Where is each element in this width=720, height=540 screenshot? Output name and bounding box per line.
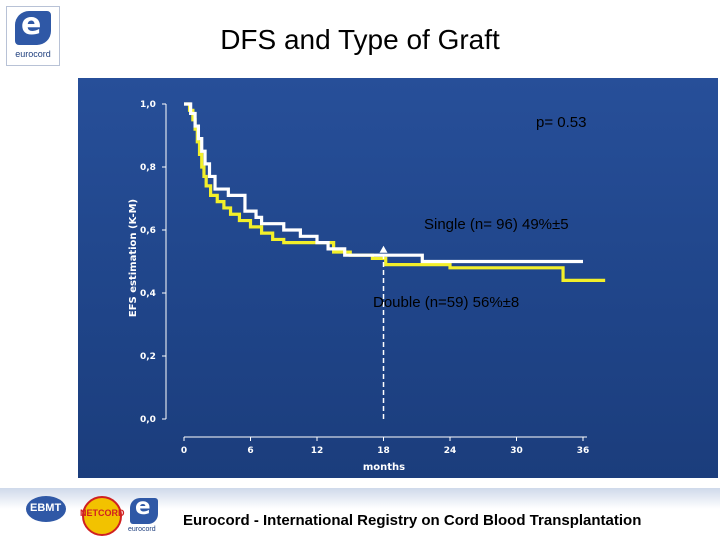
y-tick-label: 0,4 xyxy=(140,289,156,299)
chart-background xyxy=(78,78,718,478)
x-tick-label: 36 xyxy=(577,446,590,456)
series-single-line xyxy=(184,102,606,282)
footer-text: Eurocord - International Registry on Cor… xyxy=(183,512,642,529)
ebmt-logo-icon xyxy=(26,496,66,522)
y-tick-label: 0,8 xyxy=(140,163,156,173)
x-tick-label: 0 xyxy=(181,446,187,456)
double-series-label: Double (n=59) 56%±8 xyxy=(373,294,519,311)
x-tick-label: 30 xyxy=(510,446,523,456)
netcord-logo: NETCORD xyxy=(78,494,125,538)
ebmt-logo: EBMT xyxy=(10,494,72,538)
eurocord-small-logo: eurocord xyxy=(128,494,162,538)
netcord-logo-icon xyxy=(82,496,122,536)
x-axis-title: months xyxy=(363,462,405,473)
single-series-label: Single (n= 96) 49%±5 xyxy=(424,216,569,233)
page-title: DFS and Type of Graft xyxy=(220,24,500,55)
y-axis-title: EFS estimation (K-M) xyxy=(128,199,139,317)
p-value-label: p= 0.53 xyxy=(536,114,586,131)
y-tick-label: 0,2 xyxy=(140,352,156,362)
eurocord-logo-label: eurocord xyxy=(15,49,51,59)
x-tick-label: 12 xyxy=(311,446,324,456)
eurocord-small-mark-icon xyxy=(130,494,158,524)
netcord-logo-text: NETCORD xyxy=(80,508,125,518)
eurocord-logo: eurocord xyxy=(6,6,60,66)
y-tick-label: 0,0 xyxy=(140,415,156,425)
series-double-line xyxy=(184,102,583,264)
x-tick-label: 6 xyxy=(247,446,253,456)
eurocord-small-logo-text: eurocord xyxy=(128,526,156,533)
eurocord-mark-icon xyxy=(15,7,51,45)
y-tick-label: 0,6 xyxy=(140,226,156,236)
x-tick-label: 18 xyxy=(377,446,390,456)
y-tick-label: 1,0 xyxy=(140,100,156,110)
reference-arrowhead xyxy=(379,245,388,253)
x-tick-label: 24 xyxy=(444,446,457,456)
ebmt-logo-text: EBMT xyxy=(30,502,62,514)
